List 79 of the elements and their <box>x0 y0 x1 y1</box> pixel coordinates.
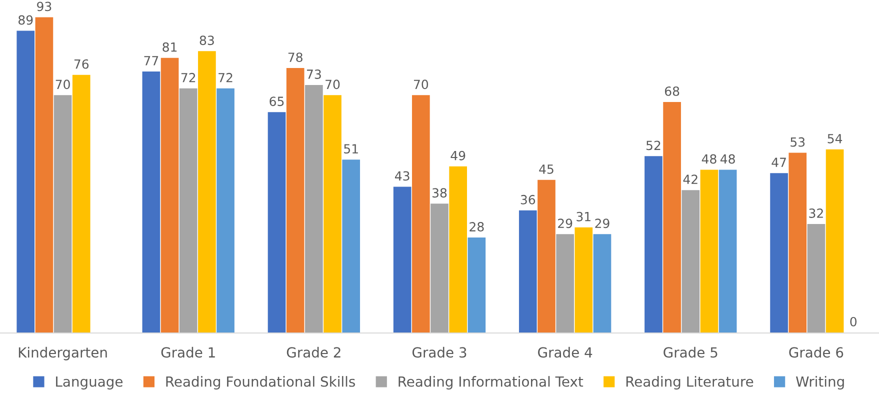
bar <box>305 85 323 333</box>
bar <box>179 88 198 333</box>
x-tick-label: Grade 6 <box>789 346 844 358</box>
data-label: 77 <box>144 56 158 66</box>
legend-label: Reading Literature <box>626 376 754 390</box>
data-label: 70 <box>414 80 428 90</box>
bar <box>700 170 718 333</box>
bar <box>16 30 35 333</box>
bar <box>644 156 662 333</box>
legend-label: Reading Foundational Skills <box>166 376 355 390</box>
data-label: 43 <box>394 171 410 181</box>
bar <box>468 238 486 333</box>
bar <box>663 102 681 333</box>
bar <box>342 160 360 333</box>
bar <box>449 166 468 333</box>
bar <box>538 180 556 333</box>
data-label: 70 <box>326 80 340 90</box>
data-label: 76 <box>74 59 89 69</box>
bar <box>718 170 737 333</box>
legend-label: Writing <box>796 376 844 390</box>
data-label: 65 <box>270 96 284 106</box>
bar <box>807 224 826 333</box>
data-label: 83 <box>200 36 214 46</box>
data-label: 54 <box>828 134 842 144</box>
data-label: 53 <box>790 137 805 147</box>
data-label: 68 <box>664 86 680 96</box>
bar <box>286 68 304 333</box>
data-label: 72 <box>218 72 232 82</box>
bar <box>826 149 844 333</box>
data-label: 89 <box>18 15 33 25</box>
bar <box>788 152 807 333</box>
bar <box>518 210 537 333</box>
data-label: 51 <box>344 144 358 154</box>
bar <box>160 58 179 333</box>
bar <box>556 234 574 333</box>
data-label: 28 <box>470 222 484 232</box>
data-label: 48 <box>720 154 735 164</box>
data-label: 47 <box>772 158 786 167</box>
data-label: 52 <box>646 140 660 150</box>
data-label: 70 <box>56 80 70 90</box>
bar <box>682 190 700 333</box>
data-label: 48 <box>702 154 716 164</box>
bar <box>216 88 234 333</box>
x-tick-label: Grade 1 <box>161 346 215 358</box>
data-label: 36 <box>520 194 536 204</box>
data-label: 81 <box>162 42 177 52</box>
bar <box>430 204 448 333</box>
data-label: 0 <box>850 316 857 326</box>
data-label: 29 <box>595 218 610 228</box>
data-label: 31 <box>576 212 590 222</box>
x-tick-label: Grade 5 <box>664 346 718 358</box>
data-label: 32 <box>809 208 823 218</box>
x-tick-label: Grade 4 <box>538 346 592 358</box>
bar <box>54 95 72 333</box>
x-tick-label: Grade 2 <box>286 346 340 358</box>
bar <box>593 234 612 333</box>
legend-label: Reading Informational Text <box>398 376 584 390</box>
x-tick-label: Grade 3 <box>412 346 466 358</box>
data-label: 73 <box>307 70 321 79</box>
x-tick-label: Kindergarten <box>18 346 107 360</box>
bar <box>268 112 286 333</box>
bar <box>198 51 216 333</box>
data-label: 38 <box>432 188 447 198</box>
data-label: 42 <box>683 174 698 184</box>
bar <box>770 173 788 333</box>
data-label: 93 <box>37 2 52 12</box>
bar <box>324 95 342 333</box>
legend-label: Language <box>56 376 123 390</box>
bar <box>72 74 90 333</box>
bar <box>35 17 54 333</box>
bar <box>412 95 430 333</box>
data-label: 49 <box>450 150 466 160</box>
data-label: 72 <box>181 72 196 82</box>
bar <box>393 186 412 333</box>
bar <box>142 71 160 333</box>
data-label: 29 <box>558 218 572 228</box>
data-label: 45 <box>539 164 554 174</box>
data-label: 78 <box>288 52 302 62</box>
bar <box>574 227 593 333</box>
